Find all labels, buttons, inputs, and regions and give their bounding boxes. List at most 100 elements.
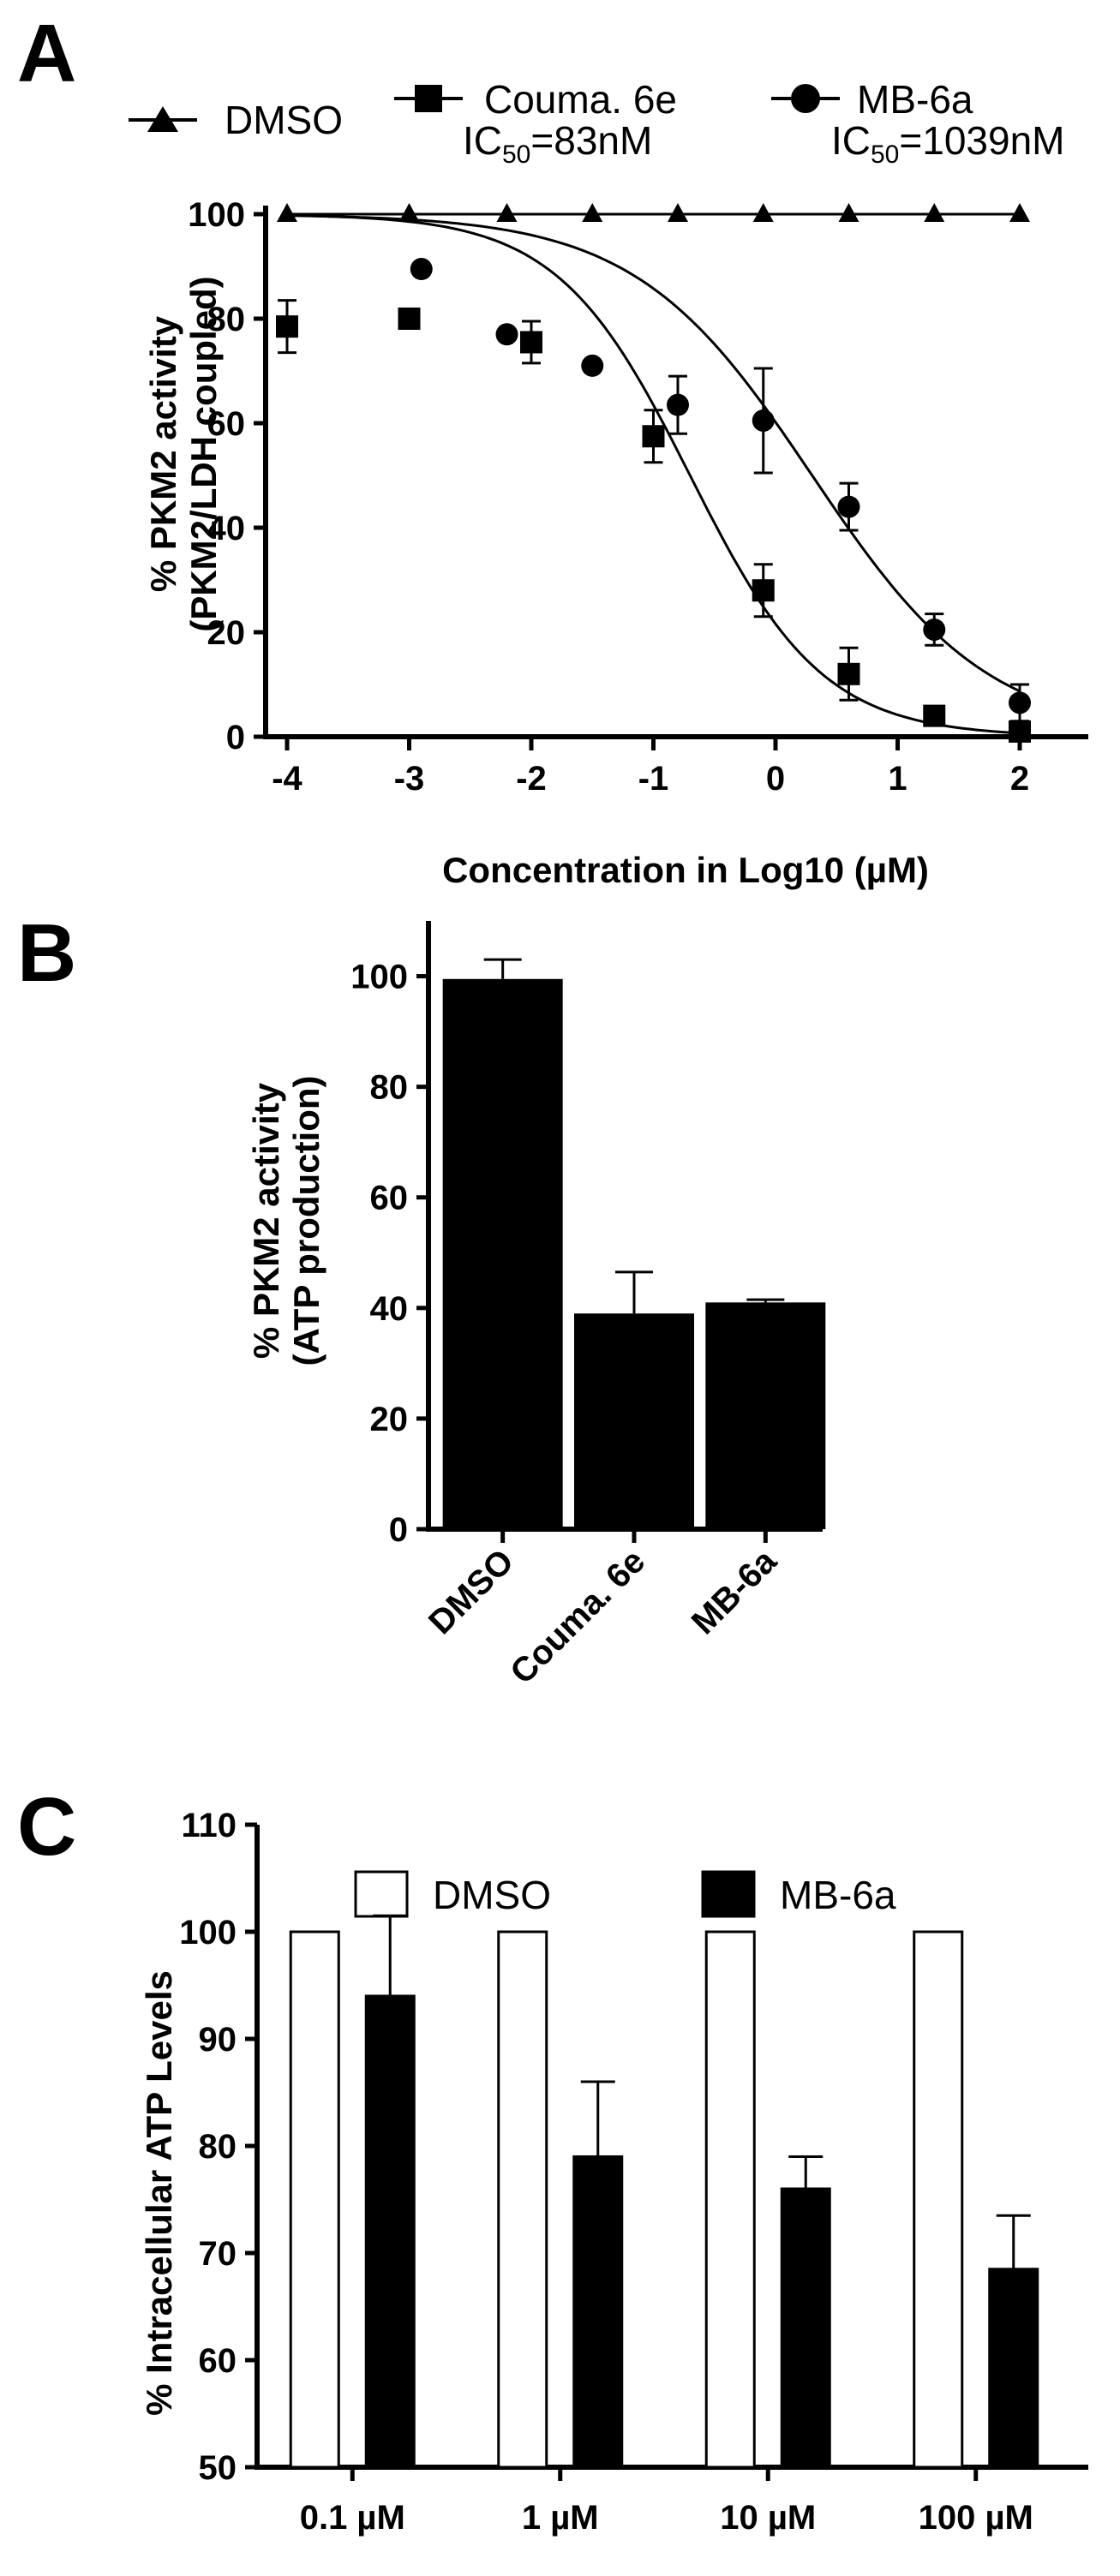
data-point-dmso [398, 203, 420, 222]
x-tick-label: 100 µM [919, 2499, 1033, 2537]
y-tick-label: 100 [188, 196, 245, 234]
chart-b-ylabel-line1: % PKM2 activity [246, 1082, 286, 1359]
x-tick-label: MB-6a [685, 1542, 785, 1642]
bar [705, 1302, 826, 1529]
ic50-subscript: 50 [871, 140, 899, 169]
x-tick-label: 0 [766, 760, 785, 798]
panel-a-legend: DMSO Couma. 6e IC50=83nM MB-6a IC50=1039… [129, 77, 1064, 169]
y-tick-label: 70 [199, 2235, 237, 2273]
data-point-dmso [668, 203, 688, 222]
legend-label-mb6a: MB-6a [857, 77, 973, 122]
data-point-couma-6e [923, 704, 946, 727]
ic50-value: =83nM [530, 118, 652, 163]
panel-c: C DMSO MB-6a % Intracellular ATP Levels … [17, 1781, 1088, 2537]
data-point-couma-6e [276, 315, 298, 338]
y-tick-label: 60 [207, 405, 246, 443]
x-tick-label: 2 [1010, 760, 1029, 798]
y-tick-label: 20 [207, 614, 246, 652]
bar-dmso [289, 1930, 340, 2469]
bar [574, 1313, 694, 1529]
triangle-marker-icon [147, 106, 178, 132]
fit-curve-couma-6e [286, 213, 1021, 735]
legend-swatch-dmso [354, 1870, 409, 1918]
data-point-couma-6e [837, 662, 860, 685]
bar-dmso [913, 1930, 964, 2469]
data-point-dmso [582, 203, 603, 222]
data-point-dmso [277, 203, 297, 222]
legend-label-mb6a-c: MB-6a [780, 1873, 896, 1917]
chart-a-plot: 0 20 40 60 80 100 -4 -3 -2 -1 0 1 2 [188, 196, 1088, 798]
data-point-dmso [752, 203, 774, 222]
ic50-subscript: 50 [502, 140, 530, 169]
legend-entry-mb6a-c: MB-6a [701, 1870, 896, 1918]
data-point-couma-6e [1009, 720, 1031, 743]
bar-mb-6a [572, 2155, 624, 2469]
data-point-mb-6a [667, 393, 689, 416]
legend-label-couma: Couma. 6e [484, 77, 677, 122]
data-point-dmso [1009, 203, 1030, 222]
legend-entry-couma: Couma. 6e IC50=83nM [394, 77, 677, 169]
panel-b: B % PKM2 activity (ATP production) 0 20 40… [17, 907, 826, 1691]
circle-marker-icon [791, 84, 820, 113]
panel-c-legend: DMSO MB-6a [354, 1870, 896, 1918]
data-point-mb-6a [495, 323, 518, 346]
data-point-couma-6e [642, 425, 665, 448]
y-tick-label: 100 [350, 959, 408, 996]
data-point-dmso [924, 203, 945, 222]
legend-label-dmso: DMSO [225, 98, 343, 142]
data-point-dmso [496, 203, 518, 222]
x-tick-label: Couma. 6e [503, 1542, 652, 1691]
y-tick-label: 60 [370, 1180, 409, 1217]
x-tick-label: 0.1 µM [300, 2499, 405, 2537]
x-tick-label: -1 [638, 760, 669, 798]
legend-ic50-couma: IC50=83nM [463, 118, 652, 169]
y-tick-label: 20 [370, 1401, 409, 1438]
panel-c-letter: C [17, 1781, 76, 1873]
legend-swatch-mb6a [701, 1870, 756, 1918]
bar-mb-6a [988, 2268, 1039, 2469]
data-point-mb-6a [752, 409, 775, 432]
legend-entry-mb6a: MB-6a IC50=1039nM [771, 77, 1064, 169]
panel-a: A DMSO Couma. 6e IC50=83nM MB-6a IC50=10… [17, 8, 1088, 890]
chart-a-ylabel-line1: % PKM2 activity [143, 315, 183, 592]
ic50-prefix: IC [831, 118, 871, 163]
legend-entry-dmso-c: DMSO [354, 1870, 551, 1918]
panel-a-letter: A [17, 8, 76, 99]
ic50-prefix: IC [463, 118, 502, 163]
data-point-mb-6a [581, 354, 604, 377]
panel-b-letter: B [17, 907, 76, 999]
y-tick-label: 60 [199, 2342, 237, 2380]
square-marker-icon [415, 85, 442, 112]
bar [442, 978, 563, 1529]
data-point-dmso [838, 203, 859, 222]
bar-dmso [704, 1930, 756, 2469]
legend-label-dmso-c: DMSO [433, 1873, 551, 1917]
y-tick-label: 80 [199, 2128, 237, 2166]
bar-dmso [497, 1930, 548, 2469]
chart-c-plot: 50 60 70 80 90 100 110 0.1 µM 1 µM 10 µM 100 µM [179, 1807, 1088, 2537]
bar-mb-6a [364, 1994, 416, 2469]
y-tick-label: 40 [207, 510, 246, 547]
x-tick-label: 10 µM [720, 2499, 816, 2537]
x-tick-label: 1 µM [522, 2499, 599, 2537]
y-tick-label: 90 [199, 2021, 237, 2059]
x-tick-label: -2 [516, 760, 547, 798]
x-tick-label: 1 [888, 760, 907, 798]
data-point-couma-6e [520, 331, 542, 354]
y-tick-label: 40 [370, 1290, 409, 1328]
y-tick-label: 80 [370, 1069, 409, 1107]
y-tick-label: 50 [199, 2449, 237, 2487]
data-point-mb-6a [923, 618, 946, 641]
legend-ic50-mb6a: IC50=1039nM [831, 118, 1064, 169]
data-point-mb-6a [837, 495, 860, 518]
y-tick-label: 0 [389, 1511, 408, 1549]
x-tick-label: -3 [394, 760, 425, 798]
chart-a-xlabel: Concentration in Log10 (µM) [442, 850, 929, 890]
y-tick-label: 80 [207, 301, 246, 338]
data-point-couma-6e [398, 308, 421, 330]
y-tick-label: 110 [181, 1807, 237, 1844]
legend-entry-dmso: DMSO [129, 98, 343, 142]
x-tick-label: DMSO [422, 1542, 521, 1641]
